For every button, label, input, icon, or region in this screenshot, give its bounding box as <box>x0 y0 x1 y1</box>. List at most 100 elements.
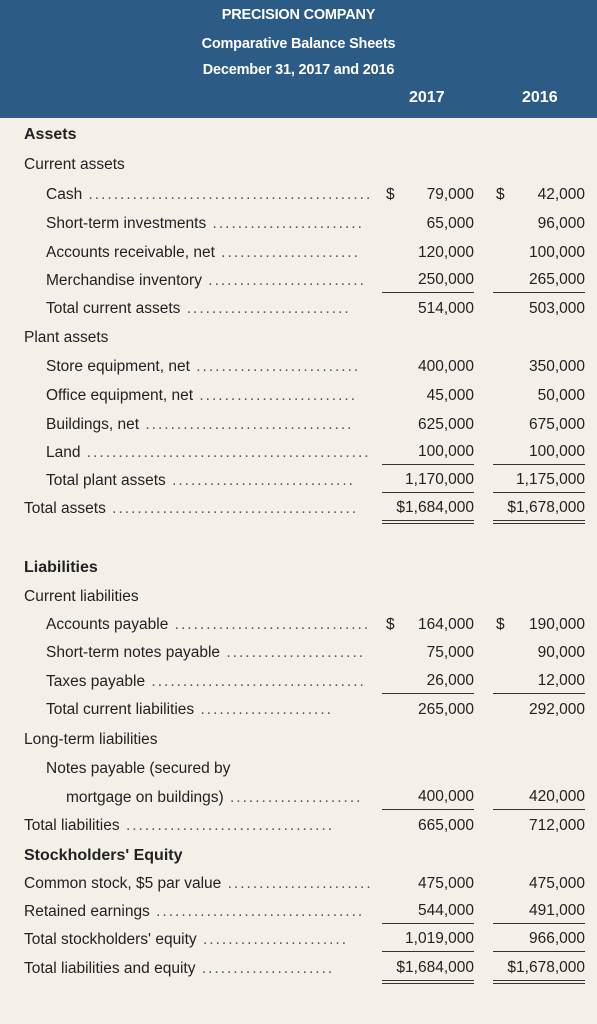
value-2016: 42,000 <box>537 186 585 203</box>
leader-dots: ..................... <box>195 960 335 977</box>
row-label: Accounts receivable, net ...............… <box>46 240 360 266</box>
row-label: Total current assets ...................… <box>46 296 351 322</box>
row-label: Office equipment, net ..................… <box>46 383 357 409</box>
row-label-text: Liabilities <box>24 559 98 576</box>
balance-sheet-body: Assets Current assets Cash ...............… <box>0 118 597 1024</box>
value-2017: 1,170,000 <box>382 468 474 493</box>
value-2017: 120,000 <box>417 244 474 261</box>
statement-date: December 31, 2017 and 2016 <box>202 62 395 78</box>
row-label: Total stockholders' equity .............… <box>24 927 348 953</box>
table-row: Short-term notes payable ...............… <box>0 640 597 666</box>
table-row: Total assets ...........................… <box>0 496 597 524</box>
leader-dots: ................................. <box>139 416 354 433</box>
value-2017: 26,000 <box>382 669 474 694</box>
currency-sign-2016: $ <box>496 616 505 633</box>
row-label-text: Office equipment, net <box>46 387 194 404</box>
value-2017: 475,000 <box>417 875 474 892</box>
value-2017: 1,019,000 <box>382 927 474 952</box>
row-label: Store equipment, net ...................… <box>46 354 360 380</box>
row-label: Stockholders' Equity <box>24 843 183 869</box>
row-label-text: Plant assets <box>24 329 109 346</box>
row-label-text: Short-term investments <box>46 215 207 232</box>
row-label: Cash ...................................… <box>46 182 372 208</box>
statement-title: Comparative Balance Sheets <box>201 36 396 52</box>
year-2016-heading: 2016 <box>522 89 558 106</box>
value-2017: 100,000 <box>382 440 474 465</box>
row-label-text: Assets <box>24 126 77 143</box>
row-label: Current assets <box>24 152 125 178</box>
value-2016: 503,000 <box>528 300 585 317</box>
value-2017: 45,000 <box>426 387 474 404</box>
leader-dots: ......................... <box>193 387 358 404</box>
value-2016: 292,000 <box>528 701 585 718</box>
table-row: Common stock, $5 par value .............… <box>0 871 597 897</box>
row-label-text: Total stockholders' equity <box>24 931 197 948</box>
leader-dots: ................................. <box>119 817 335 834</box>
table-row: Office equipment, net ..................… <box>0 383 597 409</box>
table-row: Total liabilities ......................… <box>0 813 597 839</box>
leader-dots: ........................................… <box>82 186 373 203</box>
row-label: Assets <box>24 122 76 148</box>
table-row: Current liabilities <box>0 584 597 610</box>
leader-dots: ............................... <box>168 616 371 633</box>
row-label-text: Store equipment, net <box>46 358 190 375</box>
table-row: Total current liabilities ..............… <box>0 697 597 723</box>
value-2017: 164,000 <box>417 616 474 633</box>
row-label-text: Current assets <box>24 156 125 173</box>
leader-dots: .................................. <box>145 673 366 690</box>
table-row: Plant assets <box>0 325 597 351</box>
row-label: Retained earnings ......................… <box>24 899 364 925</box>
currency-sign-2016: $ <box>496 186 505 203</box>
company-name: PRECISION COMPANY <box>221 7 376 23</box>
row-label-text: Buildings, net <box>46 416 140 433</box>
value-2017: 625,000 <box>417 416 474 433</box>
row-label: mortgage on buildings) .................… <box>66 785 362 811</box>
value-2016: 675,000 <box>528 416 585 433</box>
table-row: mortgage on buildings) .................… <box>0 785 597 811</box>
row-label: Total liabilities ......................… <box>24 813 334 839</box>
row-label: Notes payable (secured by <box>46 756 230 782</box>
leader-dots: ...................... <box>214 244 360 261</box>
value-2016: 100,000 <box>493 440 585 465</box>
year-2017-heading: 2017 <box>409 89 445 106</box>
leader-dots: ................................. <box>149 903 365 920</box>
row-label: Total current liabilities ..............… <box>46 697 333 723</box>
row-label-text: Long-term liabilities <box>24 731 158 748</box>
leader-dots: ....................... <box>196 931 349 948</box>
value-2017: 400,000 <box>417 358 474 375</box>
row-label: Buildings, net .........................… <box>46 412 353 438</box>
table-row: Current assets <box>0 152 597 178</box>
value-2016: 350,000 <box>528 358 585 375</box>
row-label-text: Short-term notes payable <box>46 644 221 661</box>
leader-dots: .......................... <box>180 300 351 317</box>
row-label-text: mortgage on buildings) <box>66 789 224 806</box>
value-2017: 665,000 <box>417 817 474 834</box>
row-label-text: Stockholders' Equity <box>24 847 183 864</box>
row-label-text: Accounts payable <box>46 616 169 633</box>
row-label: Short-term investments .................… <box>46 211 364 237</box>
row-label-text: Total current assets <box>46 300 181 317</box>
row-label: Long-term liabilities <box>24 727 158 753</box>
table-row: Cash ...................................… <box>0 182 597 208</box>
row-label-text: Land <box>46 444 81 461</box>
currency-sign-2017: $ <box>386 186 395 203</box>
table-row: Accounts payable .......................… <box>0 612 597 638</box>
value-2016: 96,000 <box>537 215 585 232</box>
leader-dots: ........................................… <box>80 444 371 461</box>
leader-dots: ...................... <box>220 644 366 661</box>
value-2016: 90,000 <box>537 644 585 661</box>
value-2016: 100,000 <box>528 244 585 261</box>
row-label: Current liabilities <box>24 584 139 610</box>
row-label-text: Total plant assets <box>46 472 166 489</box>
value-2016: 475,000 <box>528 875 585 892</box>
row-label-text: Merchandise inventory <box>46 272 202 289</box>
row-label-text: Total liabilities <box>24 817 120 834</box>
value-2017: 79,000 <box>426 186 474 203</box>
value-2017: $1,684,000 <box>382 496 474 524</box>
row-label: Total liabilities and equity ...........… <box>24 956 334 982</box>
row-label: Land ...................................… <box>46 440 371 466</box>
table-row: Retained earnings ......................… <box>0 899 597 925</box>
table-row: Land ...................................… <box>0 440 597 466</box>
row-label-text: Common stock, $5 par value <box>24 875 222 892</box>
row-label-text: Retained earnings <box>24 903 150 920</box>
